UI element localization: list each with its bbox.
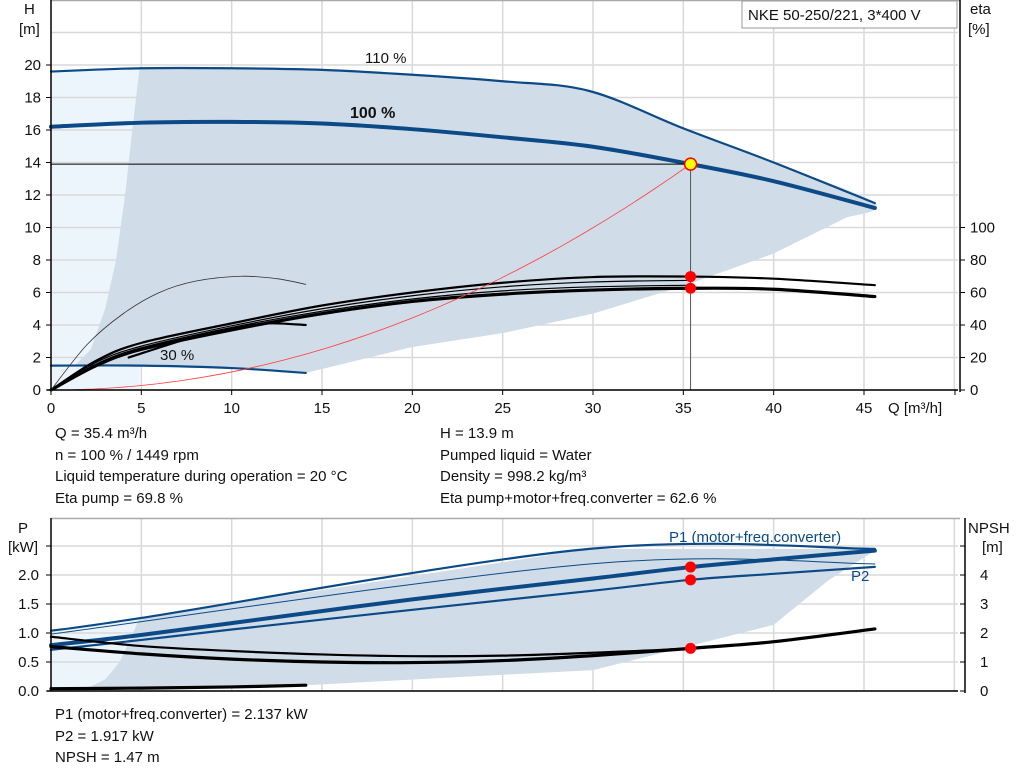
power-curve xyxy=(49,565,876,651)
y-tick-label: 2 xyxy=(33,350,41,367)
y2-tick-label: 100 xyxy=(970,220,995,237)
p1-duty-marker xyxy=(685,561,697,573)
label-100: 100 % xyxy=(350,105,395,122)
x-tick-label: 40 xyxy=(765,400,782,417)
power-curve xyxy=(49,683,308,691)
info-npsh: NPSH = 1.47 m xyxy=(55,749,160,766)
eta-curve xyxy=(127,322,307,359)
npsh-axis-unit: [m] xyxy=(982,539,1003,556)
y-tick-label: 12 xyxy=(24,187,41,204)
operating-region xyxy=(74,68,878,373)
eta-duty-marker xyxy=(685,271,697,283)
x-tick-label: 10 xyxy=(223,400,240,417)
x-tick-label: 5 xyxy=(137,400,145,417)
npsh-curve xyxy=(49,627,877,665)
power-curve xyxy=(49,548,877,648)
info-top-right: H = 13.9 m Pumped liquid = Water Density… xyxy=(440,423,716,509)
head-efficiency-chart: 0 5 10 15 20 25 30 35 40 45 0 2 4 6 8 10 12 14 16 18 20 0 20 40… xyxy=(24,0,995,417)
info-liquid: Pumped liquid = Water xyxy=(440,446,592,464)
info-eta-pump: Eta pump = 69.8 % xyxy=(55,489,183,507)
info-bottom: P1 (motor+freq.converter) = 2.137 kW P2 … xyxy=(55,704,308,769)
y2-tick-label: 2 xyxy=(980,625,988,642)
power-curve xyxy=(50,558,876,635)
eta-curve xyxy=(50,275,307,391)
legend-title: NKE 50-250/221, 3*400 V xyxy=(748,7,921,24)
label-30: 30 % xyxy=(160,347,194,364)
y2-tick-label: 1 xyxy=(980,654,988,671)
duty-point-marker xyxy=(683,157,698,171)
label-p2: P2 xyxy=(851,568,869,585)
y2-tick-label: 0 xyxy=(970,382,978,399)
legend-box: NKE 50-250/221, 3*400 V xyxy=(741,0,958,29)
info-eta-total: Eta pump+motor+freq.converter = 62.6 % xyxy=(440,489,717,507)
eta-curve xyxy=(49,286,877,392)
eta-curve xyxy=(50,279,692,391)
h-axis-unit: [m] xyxy=(19,21,40,38)
y-tick-label: 0.0 xyxy=(18,683,39,700)
system-curve xyxy=(50,163,691,391)
info-flow: Q = 35.4 m³/h xyxy=(55,425,148,442)
x-tick-label: 45 xyxy=(856,400,873,417)
y2-tick-label: 4 xyxy=(980,567,988,584)
info-p2: P2 = 1.917 kW xyxy=(55,727,154,745)
info-p1: P1 (motor+freq.converter) = 2.137 kW xyxy=(55,706,308,723)
y-tick-label: 16 xyxy=(24,122,41,139)
operating-region xyxy=(87,548,875,689)
eta-duty-marker xyxy=(685,282,697,294)
y-tick-label: 20 xyxy=(24,57,41,74)
label-p1: P1 (motor+freq.converter) xyxy=(669,529,841,546)
eta-axis-label: eta xyxy=(970,1,992,18)
y-tick-label: 0.5 xyxy=(18,654,39,671)
y-tick-label: 1.0 xyxy=(18,625,39,642)
y-tick-label: 8 xyxy=(33,252,41,269)
y-tick-label: 6 xyxy=(33,285,41,302)
x-tick-label: 35 xyxy=(675,400,692,417)
x-tick-label: 0 xyxy=(47,400,55,417)
h-axis-label: H xyxy=(24,1,35,18)
x-tick-label: 30 xyxy=(585,400,602,417)
q-axis-label: Q [m³/h] xyxy=(888,400,942,417)
info-density: Density = 998.2 kg/m³ xyxy=(440,468,587,485)
y-tick-label: 1.5 xyxy=(18,596,39,613)
y-tick-label: 4 xyxy=(33,317,41,334)
head-curve xyxy=(49,119,877,210)
eta-curve xyxy=(50,284,692,391)
info-temperature: Liquid temperature during operation = 20… xyxy=(55,468,348,485)
power-curve xyxy=(49,542,876,632)
y2-tick-label: 40 xyxy=(970,317,987,334)
p2-duty-marker xyxy=(685,574,697,586)
y-tick-label: 10 xyxy=(24,220,41,237)
y-tick-label: 0 xyxy=(33,382,41,399)
x-tick-label: 15 xyxy=(314,400,331,417)
npsh-axis-label: NPSH xyxy=(968,520,1010,537)
eta-curve xyxy=(49,275,876,392)
info-speed: n = 100 % / 1449 rpm xyxy=(55,446,199,464)
eta-axis-unit: [%] xyxy=(968,21,990,38)
y2-tick-label: 80 xyxy=(970,252,987,269)
y2-tick-label: 3 xyxy=(980,596,988,613)
power-npsh-chart: 0.0 0.5 1.0 1.5 2.0 0 1 2 3 4 xyxy=(18,517,988,700)
y2-tick-label: 0 xyxy=(980,683,988,700)
y2-tick-label: 20 xyxy=(970,350,987,367)
y-tick-label: 14 xyxy=(24,155,41,172)
npsh-duty-marker xyxy=(685,642,697,654)
info-top-left: Q = 35.4 m³/h n = 100 % / 1449 rpm Liqui… xyxy=(55,423,347,509)
y-tick-label: 2.0 xyxy=(18,567,39,584)
x-tick-label: 20 xyxy=(404,400,421,417)
y-tick-label: 18 xyxy=(24,90,41,107)
label-110: 110 % xyxy=(365,50,406,67)
p-axis-unit: [kW] xyxy=(8,539,38,556)
p-axis-label: P xyxy=(18,520,28,537)
info-head: H = 13.9 m xyxy=(440,425,514,442)
head-curve xyxy=(49,66,876,205)
x-tick-label: 25 xyxy=(494,400,511,417)
y2-tick-label: 60 xyxy=(970,285,987,302)
